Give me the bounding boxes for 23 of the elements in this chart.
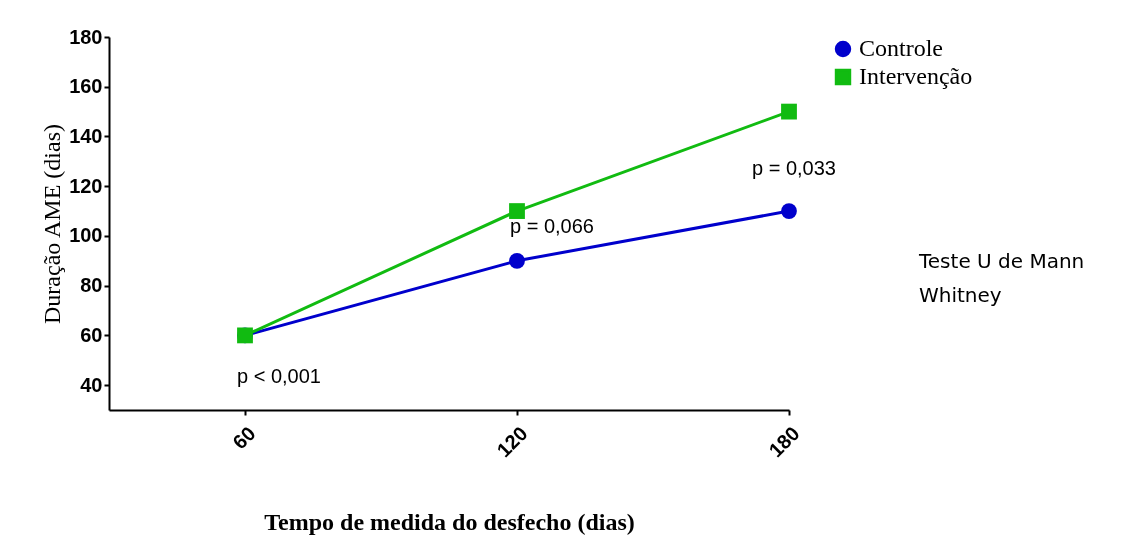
point [509, 252, 525, 269]
y-tick-label: 140 [69, 124, 103, 147]
y-tick-label: 80 [80, 274, 103, 297]
point [509, 203, 525, 219]
y-axis-title: Duração AME (dias) [39, 124, 66, 324]
point [781, 203, 797, 219]
annotation: p = 0,033 [752, 157, 836, 179]
point [781, 103, 797, 120]
x-axis-title: Tempo de medida do desfecho (dias) [264, 509, 635, 536]
legend-label: Intervenção [859, 63, 973, 89]
x-tick-label: 120 [492, 422, 532, 462]
text: Teste U de Mann Whitney [918, 249, 1085, 307]
y-tick-label: 180 [69, 25, 103, 48]
annotation: p = 0,066 [510, 215, 594, 237]
y-tick-label: 40 [80, 373, 103, 396]
y-tick-label: 60 [80, 323, 103, 346]
x-tick-label: 180 [764, 422, 804, 462]
y-tick-label: 160 [69, 75, 103, 98]
legend-label: Controle [859, 35, 943, 61]
y-tick-label: 100 [69, 224, 103, 247]
y-tick-label: 120 [69, 174, 103, 197]
x-tick-label: 60 [228, 422, 260, 454]
annotation: p < 0,001 [237, 365, 321, 387]
